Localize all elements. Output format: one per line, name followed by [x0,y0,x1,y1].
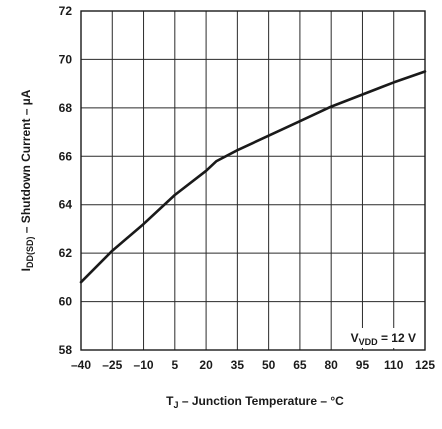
x-axis-label-main: T [166,394,174,408]
x-tick-label: 95 [356,358,370,372]
y-axis-label-rest: – Shutdown Current – µA [19,89,33,236]
y-tick-label: 72 [59,4,73,18]
y-tick-label: 58 [59,343,73,357]
annotation-label: VVDD = 12 V [351,331,416,347]
x-tick-label: –25 [102,358,122,372]
plot-frame [80,10,426,351]
y-tick-label: 60 [59,295,73,309]
annotation-box [333,328,423,348]
x-tick-label: 5 [171,358,178,372]
x-axis-label: TJ – Junction Temperature – °C [166,394,344,410]
annotation-sub: VDD [359,337,379,347]
grid [80,10,426,351]
y-tick-label: 66 [59,149,73,163]
y-axis-label: IDD(SD) – Shutdown Current – µA [19,89,35,271]
x-axis-ticks: –40 –25 –10 5 20 35 50 65 80 95 110 125 [71,358,435,372]
x-axis-label-sub: J [174,400,179,410]
y-axis-label-sub: DD(SD) [25,237,35,269]
annotation-rest: = 12 V [378,331,416,345]
y-axis-label-main: I [19,268,33,271]
x-tick-label: 20 [199,358,213,372]
x-tick-label: 35 [231,358,245,372]
y-tick-label: 68 [59,101,73,115]
series-layer [79,70,427,284]
x-tick-label: 65 [293,358,307,372]
x-tick-label: 125 [415,358,435,372]
annotation-main: V [351,331,359,345]
x-tick-label: 80 [325,358,339,372]
y-tick-label: 62 [59,246,73,260]
y-axis-ticks: 58 60 62 64 66 68 70 72 [59,4,73,357]
x-tick-label: –40 [71,358,91,372]
x-tick-label: 110 [384,358,404,372]
x-tick-label: –10 [134,358,154,372]
x-axis-label-rest: – Junction Temperature – °C [179,394,345,408]
series-line [79,70,427,284]
x-tick-label: 50 [262,358,276,372]
y-tick-label: 70 [59,52,73,66]
y-tick-label: 64 [59,198,73,212]
